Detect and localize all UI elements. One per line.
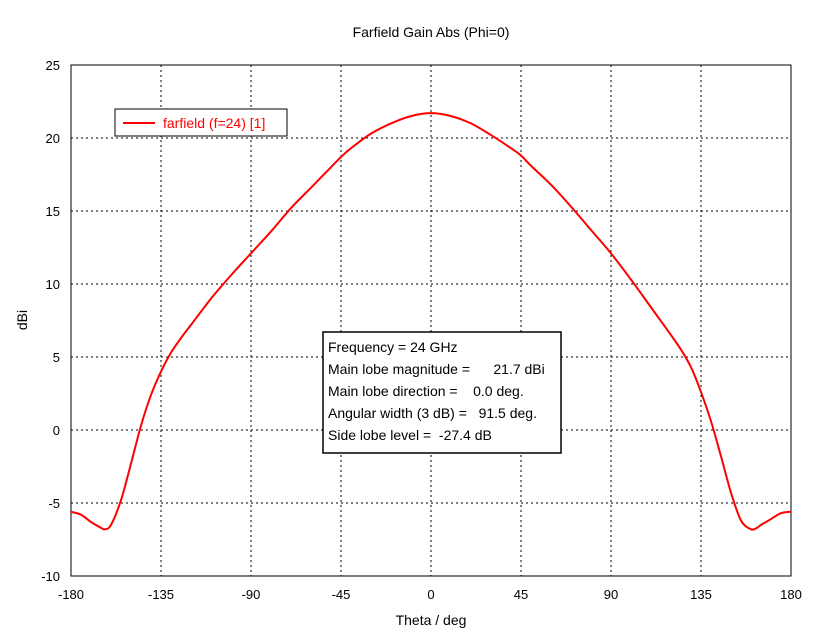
y-tick-label: 15 bbox=[46, 204, 60, 219]
series-line-farfield bbox=[70, 112, 792, 531]
y-tick-label: -10 bbox=[41, 569, 60, 584]
y-tick-label: 20 bbox=[46, 131, 60, 146]
y-axis-ticks: -10 -5 0 5 10 15 20 25 bbox=[41, 58, 60, 584]
info-side-lobe-level: Side lobe level = -27.4 dB bbox=[328, 427, 492, 443]
x-tick-label: 45 bbox=[514, 587, 528, 602]
x-tick-label: 0 bbox=[427, 587, 434, 602]
info-main-lobe-magnitude: Main lobe magnitude = 21.7 dBi bbox=[328, 361, 545, 377]
x-axis-ticks: -180 -135 -90 -45 0 45 90 135 180 bbox=[58, 587, 802, 602]
x-tick-label: 135 bbox=[690, 587, 712, 602]
info-frequency: Frequency = 24 GHz bbox=[328, 339, 458, 355]
x-tick-label: -135 bbox=[148, 587, 174, 602]
grid bbox=[71, 65, 791, 576]
legend-label: farfield (f=24) [1] bbox=[163, 115, 265, 131]
x-tick-label: -180 bbox=[58, 587, 84, 602]
info-box: Frequency = 24 GHz Main lobe magnitude =… bbox=[322, 331, 562, 454]
info-box-frame bbox=[322, 331, 562, 454]
x-tick-label: -45 bbox=[332, 587, 351, 602]
x-axis-title: Theta / deg bbox=[396, 612, 467, 628]
plot-frame bbox=[70, 64, 792, 577]
info-angular-width: Angular width (3 dB) = 91.5 deg. bbox=[328, 405, 537, 421]
x-tick-label: -90 bbox=[242, 587, 261, 602]
legend: farfield (f=24) [1] bbox=[114, 108, 288, 137]
y-tick-label: 5 bbox=[53, 350, 60, 365]
y-tick-label: 10 bbox=[46, 277, 60, 292]
info-main-lobe-direction: Main lobe direction = 0.0 deg. bbox=[328, 383, 524, 399]
x-tick-label: 180 bbox=[780, 587, 802, 602]
x-tick-label: 90 bbox=[604, 587, 618, 602]
y-axis-title: dBi bbox=[14, 310, 30, 330]
chart-title: Farfield Gain Abs (Phi=0) bbox=[353, 24, 510, 40]
y-tick-label: 25 bbox=[46, 58, 60, 73]
y-tick-label: -5 bbox=[48, 496, 60, 511]
y-tick-label: 0 bbox=[53, 423, 60, 438]
series-group bbox=[70, 112, 792, 531]
